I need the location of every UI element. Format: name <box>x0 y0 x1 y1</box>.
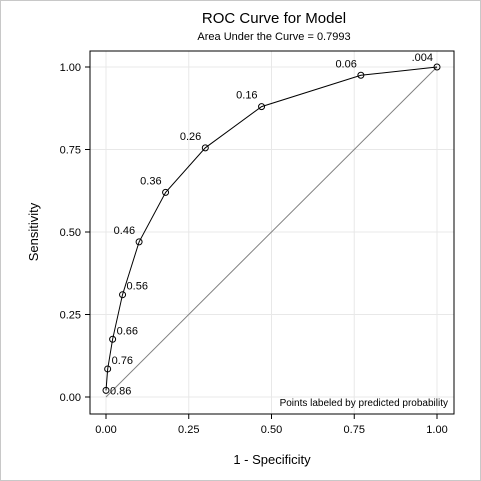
x-axis: 0.00 0.25 0.50 0.75 1.00 <box>95 414 448 436</box>
grid-layer <box>90 51 454 414</box>
y-tick-label-1: 0.25 <box>60 310 81 322</box>
x-tick-label-2: 0.50 <box>261 424 282 436</box>
point-label-3: 0.56 <box>127 281 148 293</box>
y-tick-label-0: 0.00 <box>60 392 81 404</box>
roc-point-9 <box>433 63 441 71</box>
point-label-2: 0.66 <box>117 325 138 337</box>
point-label-6: 0.26 <box>180 131 201 143</box>
x-axis-label: 1 - Specificity <box>233 452 311 467</box>
roc-point-3 <box>119 291 127 299</box>
point-label-5: 0.36 <box>140 175 161 187</box>
chart-subtitle: Area Under the Curve = 0.7993 <box>197 31 350 43</box>
roc-curve-line <box>105 66 438 391</box>
roc-point-1 <box>104 365 112 373</box>
x-tick-label-3: 0.75 <box>344 424 365 436</box>
roc-point-4 <box>135 238 143 246</box>
y-tick-label-2: 0.50 <box>60 227 81 239</box>
reference-diagonal <box>105 66 438 398</box>
x-tick-label-4: 1.00 <box>426 424 447 436</box>
point-label-8: 0.06 <box>335 58 356 70</box>
point-label-4: 0.46 <box>114 225 135 237</box>
x-tick-label-1: 0.25 <box>178 424 199 436</box>
points-note: Points labeled by predicted probability <box>280 398 448 409</box>
point-label-9: .004 <box>412 52 433 64</box>
roc-point-5 <box>162 188 170 196</box>
roc-point-2 <box>109 335 117 343</box>
roc-point-0 <box>102 386 110 394</box>
roc-point-6 <box>201 144 209 152</box>
point-label-1: 0.76 <box>112 355 133 367</box>
roc-point-8 <box>357 71 365 79</box>
point-label-7: 0.16 <box>236 90 257 102</box>
y-tick-label-4: 1.00 <box>60 62 81 74</box>
chart-title: ROC Curve for Model <box>202 10 346 27</box>
roc-points <box>102 63 441 394</box>
x-tick-label-0: 0.00 <box>95 424 116 436</box>
point-labels: 0.86 0.76 0.66 0.56 0.46 0.36 0.26 0.16 0.06 .004 <box>110 52 433 397</box>
y-axis: 0.00 0.25 0.50 0.75 1.00 <box>60 62 90 404</box>
roc-point-7 <box>258 103 266 111</box>
y-tick-label-3: 0.75 <box>60 145 81 157</box>
y-axis-label: Sensitivity <box>26 202 41 261</box>
point-label-0: 0.86 <box>110 385 131 397</box>
